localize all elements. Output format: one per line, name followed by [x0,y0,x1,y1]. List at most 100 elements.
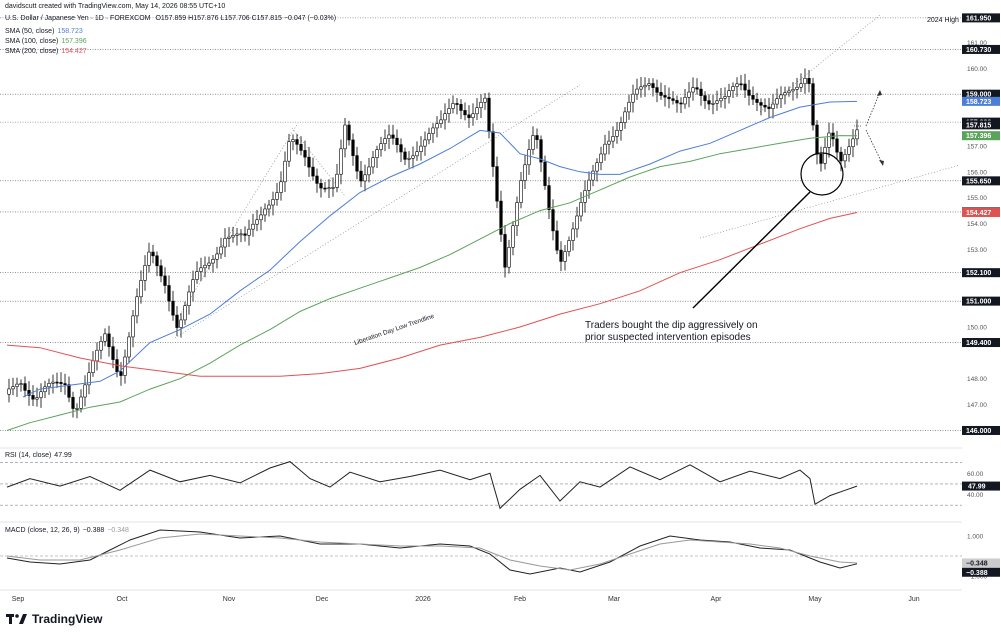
candle [407,157,411,160]
candle [635,88,639,95]
x-tick-label: Feb [514,596,526,603]
candle [391,134,395,139]
rsi-legend: RSI (14, close) 47.99 [5,452,72,459]
candle [287,141,291,162]
candle [379,143,383,150]
candle [359,170,363,182]
candle [523,164,527,181]
candle [611,136,615,142]
candle [595,162,599,172]
candle [119,371,123,376]
candle [291,139,295,142]
candle [387,134,391,139]
candle [819,153,823,164]
candle [767,106,771,109]
candle [727,90,731,97]
candle [455,103,459,105]
candle [507,246,511,268]
candle [151,251,155,257]
tradingview-logo: TradingView [6,612,102,626]
price-label-box [962,89,1000,99]
candle [135,296,139,317]
candle [655,87,659,93]
candle [91,360,95,373]
candle [343,124,347,150]
x-tick-label: Oct [117,596,128,603]
price-tick-label: 147.00 [967,402,987,409]
candle [539,139,543,163]
price-label-box [962,338,1000,348]
macd-line-1 [6,533,858,571]
candle [431,127,435,134]
candle [159,265,163,277]
candle [179,319,183,328]
price-label-box [962,131,1000,141]
candle [211,258,215,264]
candle [319,183,323,189]
sma-line-1 [6,135,858,431]
scenario-down-arrow [865,129,883,164]
candle [619,122,623,131]
candle [787,90,791,94]
scenario-up-arrowhead [877,90,882,96]
candle [843,154,847,162]
candle [483,97,487,103]
candle [227,236,231,239]
price-tick-label: 161.00 [967,40,987,47]
price-label-text: 146.000 [966,428,991,435]
price-label-box [962,207,1000,217]
price-tick-label: 156.00 [967,169,987,176]
candle [367,166,371,176]
candle [75,408,79,410]
candle [39,391,43,398]
sma50-legend: SMA (50, close) 158.723 [5,28,83,35]
candles-group [7,68,859,419]
price-tick-label: 155.00 [967,195,987,202]
candle [703,95,707,101]
macd-legend: MACD (close, 12, 26, 9) −0.388 −0.348 [5,527,129,534]
candle [307,156,311,168]
candle [647,83,651,86]
candle [607,140,611,145]
candle [155,255,159,267]
candle [103,333,107,342]
candle [707,100,711,105]
candle [435,123,439,129]
candle [175,314,179,328]
callout-line [692,191,811,309]
candle [51,381,55,384]
candle [275,192,279,200]
price-tick-label: 160.00 [967,66,987,73]
created-by-line: davidscutt created with TradingView.com,… [5,3,226,10]
candle [147,251,151,266]
macd-value-text: −0.388 [966,570,988,577]
candle [139,280,143,298]
macd-line-0 [6,529,858,575]
candle [479,101,483,109]
symbol-line: U.S. Dollar / Japanese Yen · 1D · FOREXC… [5,15,336,22]
sma200-legend: SMA (200, close) 154.427 [5,48,87,55]
candle [263,208,267,216]
candle [783,92,787,96]
price-axis: 147.00 148.00 150.00 153.00 154.00 155.00 156.… [962,13,1000,435]
candle [651,83,655,88]
candle [111,346,115,360]
trendline [179,122,299,316]
candle [187,291,191,306]
candle [231,235,235,238]
candle [663,95,667,98]
price-label-text: 161.950 [966,15,991,22]
candle [711,102,715,105]
price-label-box [962,120,1000,130]
candle [467,114,471,118]
annotation-callout-line1: Traders bought the dip aggressively on [585,320,758,331]
candle [503,234,507,268]
candle [463,110,467,116]
candle [247,228,251,236]
candle [267,204,271,210]
candle [371,157,375,168]
macd-value-box [962,567,1000,577]
candle [643,84,647,88]
price-label-box [962,268,1000,278]
candle [375,149,379,158]
